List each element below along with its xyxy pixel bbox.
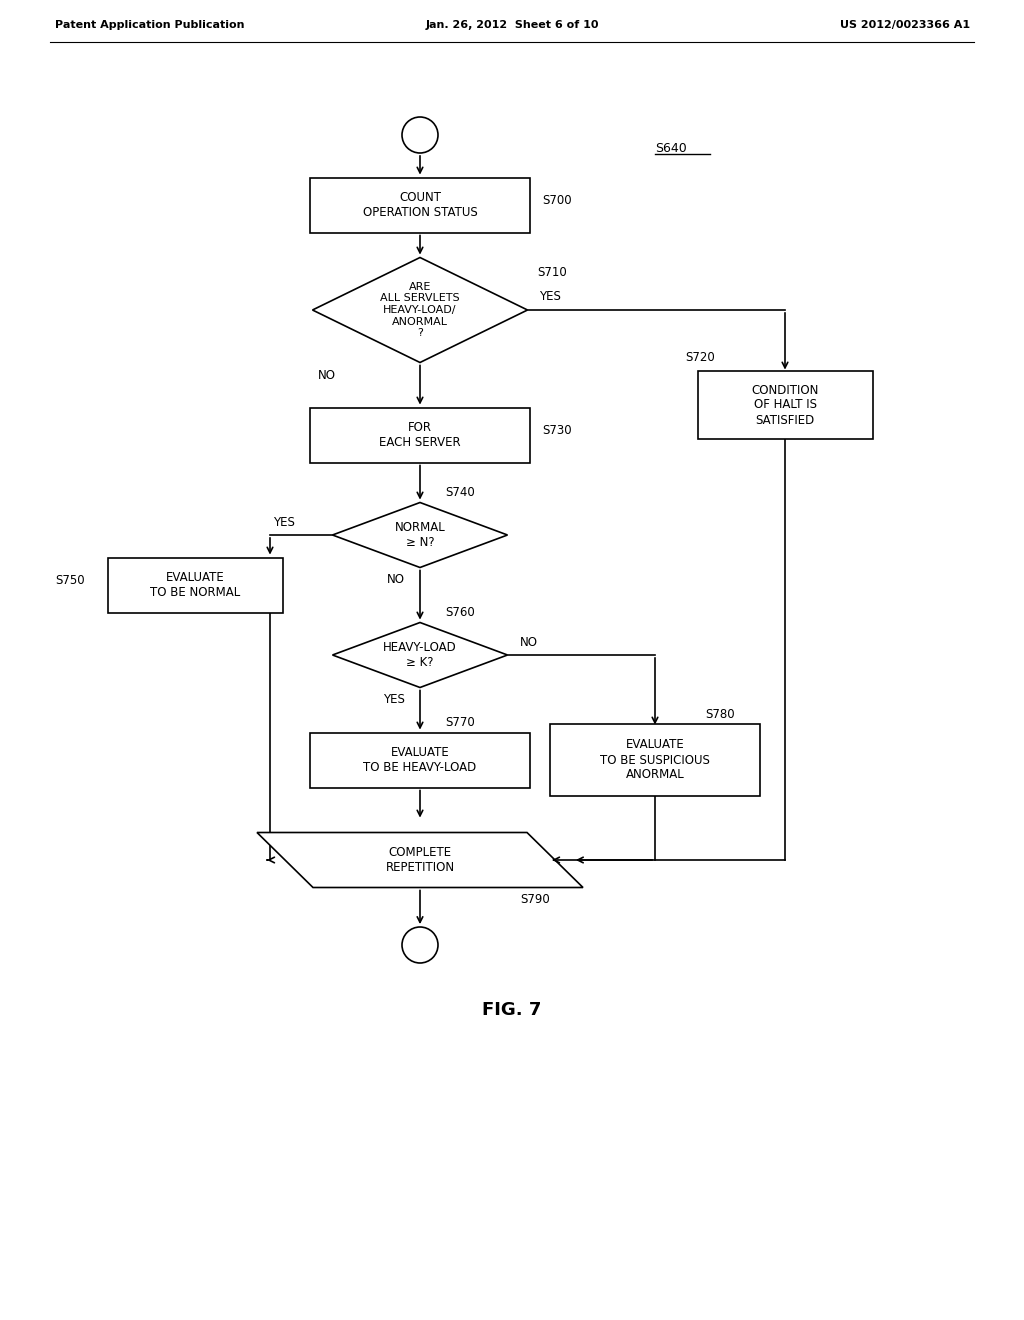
- Text: COMPLETE
REPETITION: COMPLETE REPETITION: [385, 846, 455, 874]
- Text: S780: S780: [705, 708, 734, 721]
- Text: COUNT
OPERATION STATUS: COUNT OPERATION STATUS: [362, 191, 477, 219]
- Text: S770: S770: [445, 715, 475, 729]
- Text: NORMAL
≥ N?: NORMAL ≥ N?: [394, 521, 445, 549]
- Text: HEAVY-LOAD
≥ K?: HEAVY-LOAD ≥ K?: [383, 642, 457, 669]
- Text: EVALUATE
TO BE NORMAL: EVALUATE TO BE NORMAL: [150, 572, 240, 599]
- Polygon shape: [333, 623, 508, 688]
- Text: S710: S710: [538, 265, 567, 279]
- Text: S700: S700: [542, 194, 571, 206]
- Text: S640: S640: [655, 141, 687, 154]
- Text: S720: S720: [685, 351, 715, 364]
- Polygon shape: [333, 503, 508, 568]
- Text: S760: S760: [445, 606, 475, 619]
- Polygon shape: [312, 257, 527, 363]
- Text: S740: S740: [445, 486, 475, 499]
- Text: Jan. 26, 2012  Sheet 6 of 10: Jan. 26, 2012 Sheet 6 of 10: [425, 20, 599, 30]
- Text: S790: S790: [520, 894, 550, 906]
- Text: ARE
ALL SERVLETS
HEAVY-LOAD/
ANORMAL
?: ARE ALL SERVLETS HEAVY-LOAD/ ANORMAL ?: [380, 281, 460, 338]
- FancyBboxPatch shape: [310, 408, 530, 462]
- Text: YES: YES: [272, 516, 295, 528]
- Text: NO: NO: [317, 370, 336, 381]
- Circle shape: [402, 927, 438, 964]
- Text: EVALUATE
TO BE HEAVY-LOAD: EVALUATE TO BE HEAVY-LOAD: [364, 746, 476, 774]
- Text: Patent Application Publication: Patent Application Publication: [55, 20, 245, 30]
- FancyBboxPatch shape: [697, 371, 872, 440]
- Text: CONDITION
OF HALT IS
SATISFIED: CONDITION OF HALT IS SATISFIED: [752, 384, 818, 426]
- Text: EVALUATE
TO BE SUSPICIOUS
ANORMAL: EVALUATE TO BE SUSPICIOUS ANORMAL: [600, 738, 710, 781]
- FancyBboxPatch shape: [550, 723, 760, 796]
- Text: YES: YES: [383, 693, 406, 706]
- Text: FIG. 7: FIG. 7: [482, 1001, 542, 1019]
- Text: NO: NO: [387, 573, 406, 586]
- Text: S750: S750: [55, 573, 85, 586]
- FancyBboxPatch shape: [310, 177, 530, 232]
- Circle shape: [402, 117, 438, 153]
- Text: S730: S730: [542, 424, 571, 437]
- Text: FOR
EACH SERVER: FOR EACH SERVER: [379, 421, 461, 449]
- Polygon shape: [257, 833, 583, 887]
- Text: YES: YES: [540, 290, 561, 304]
- Text: NO: NO: [519, 635, 538, 648]
- Text: US 2012/0023366 A1: US 2012/0023366 A1: [840, 20, 970, 30]
- FancyBboxPatch shape: [310, 733, 530, 788]
- FancyBboxPatch shape: [108, 557, 283, 612]
